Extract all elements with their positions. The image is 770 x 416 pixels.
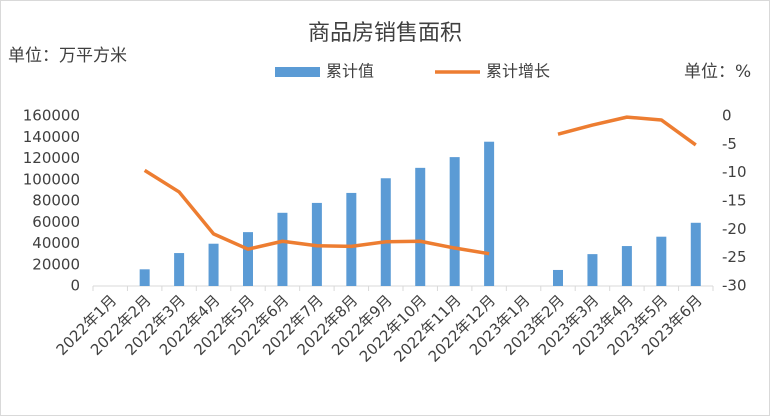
- bar: [690, 222, 701, 286]
- bar: [243, 232, 253, 286]
- bar: [484, 141, 495, 286]
- y-tick-label: 40000: [32, 234, 80, 252]
- bar: [277, 212, 288, 286]
- y-tick-label: 140000: [23, 128, 80, 146]
- bar: [587, 254, 598, 286]
- bar: [449, 157, 460, 286]
- y2-tick-label: 0: [722, 107, 732, 125]
- legend-label: 累计值: [326, 62, 374, 81]
- y-tick-label: 120000: [23, 149, 80, 167]
- y-tick-label: 100000: [23, 170, 80, 188]
- y2-tick-label: -10: [722, 163, 747, 181]
- y-tick-label: 20000: [32, 255, 80, 273]
- y-tick-label: 80000: [32, 192, 80, 210]
- y-tick-label: 160000: [23, 107, 80, 125]
- y-axis-label-box: 单位：万平方米: [8, 46, 127, 66]
- bar: [174, 253, 185, 286]
- y-tick-label: 60000: [32, 213, 80, 231]
- bar: [208, 243, 219, 286]
- bar: [621, 246, 632, 286]
- y2-tick-label: -30: [722, 277, 747, 295]
- y-tick-label: 0: [70, 277, 80, 295]
- bar: [380, 178, 391, 286]
- bar: [656, 236, 667, 286]
- y2-tick-label: -25: [722, 248, 747, 266]
- y2-tick-label: -15: [722, 192, 747, 210]
- y2-axis-label: 单位：%: [684, 62, 751, 82]
- bar: [139, 269, 150, 286]
- bar: [346, 192, 357, 286]
- y2-tick-label: -5: [722, 135, 737, 153]
- bar: [553, 269, 563, 286]
- y-axis-label: 单位：万平方米: [8, 46, 127, 66]
- y2-tick-label: -20: [722, 220, 747, 238]
- legend-label: 累计增长: [486, 62, 550, 81]
- line: [143, 115, 697, 256]
- legend-swatch: [275, 67, 320, 77]
- chart-title: 商品房销售面积: [308, 21, 462, 46]
- bar: [415, 167, 426, 286]
